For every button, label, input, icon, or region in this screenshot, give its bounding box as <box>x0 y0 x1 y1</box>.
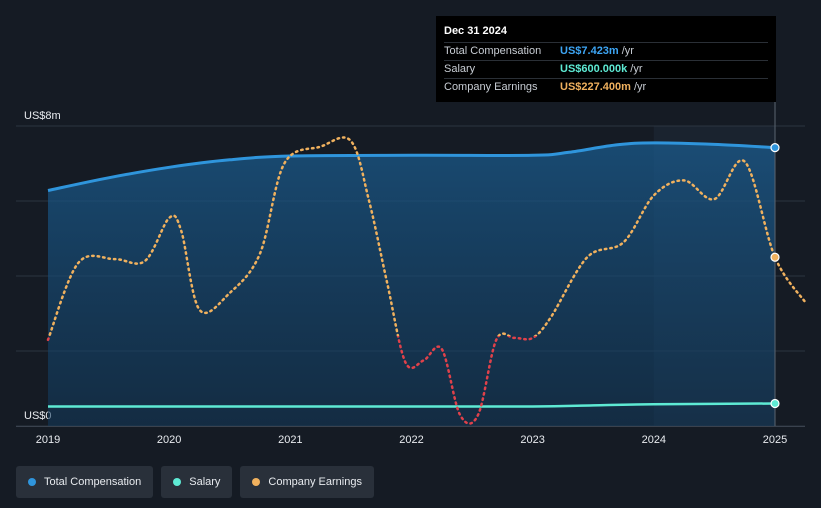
tooltip-unit: /yr <box>633 81 647 93</box>
tooltip-value: US$7.423m <box>560 45 619 57</box>
y-axis-min-label: US$0 <box>24 410 52 422</box>
legend-item-total-compensation[interactable]: Total Compensation <box>16 466 154 498</box>
tooltip-date: Dec 31 2024 <box>444 25 507 37</box>
salary-marker <box>770 398 780 409</box>
legend-label: Company Earnings <box>268 476 362 488</box>
legend-item-salary[interactable]: Salary <box>161 466 233 498</box>
x-tick-label: 2023 <box>520 434 544 446</box>
company-earnings-line <box>48 136 807 336</box>
y-axis-max-label: US$8m <box>24 110 61 122</box>
tooltip-label: Total Compensation <box>444 45 542 57</box>
legend: Total Compensation Salary Company Earnin… <box>16 466 374 498</box>
tooltip: Dec 31 2024 Total Compensation US$7.423m… <box>436 16 776 102</box>
legend-label: Total Compensation <box>44 476 142 488</box>
legend-dot-icon <box>252 478 261 486</box>
company-earnings-marker <box>770 252 780 262</box>
tooltip-row-company-earnings: Company Earnings US$227.400m /yr <box>444 78 768 96</box>
legend-dot-icon <box>28 478 36 486</box>
tooltip-label: Company Earnings <box>444 81 538 93</box>
tooltip-row-total-compensation: Total Compensation US$7.423m /yr <box>444 42 768 60</box>
x-tick-label: 2022 <box>399 434 423 446</box>
legend-item-company-earnings[interactable]: Company Earnings <box>240 466 374 498</box>
salary-line <box>48 402 776 408</box>
company-earnings-line-low <box>46 336 538 425</box>
x-tick-label: 2020 <box>157 434 181 446</box>
legend-dot-icon <box>173 478 182 486</box>
x-tick-label: 2025 <box>763 434 787 446</box>
tooltip-unit: /yr <box>621 45 634 57</box>
x-tick-label: 2021 <box>278 434 302 446</box>
legend-label: Salary <box>189 476 221 488</box>
total-compensation-line <box>47 141 776 192</box>
tooltip-value: US$600.000k <box>560 63 628 75</box>
total-compensation-area <box>48 142 775 427</box>
x-tick-label: 2024 <box>642 434 666 446</box>
tooltip-unit: /yr <box>630 63 643 75</box>
total-compensation-marker <box>770 143 780 153</box>
tooltip-row-salary: Salary US$600.000k /yr <box>444 60 768 78</box>
tooltip-value: US$227.400m <box>560 81 631 93</box>
tooltip-label: Salary <box>444 63 476 75</box>
x-tick-label: 2019 <box>36 434 60 446</box>
